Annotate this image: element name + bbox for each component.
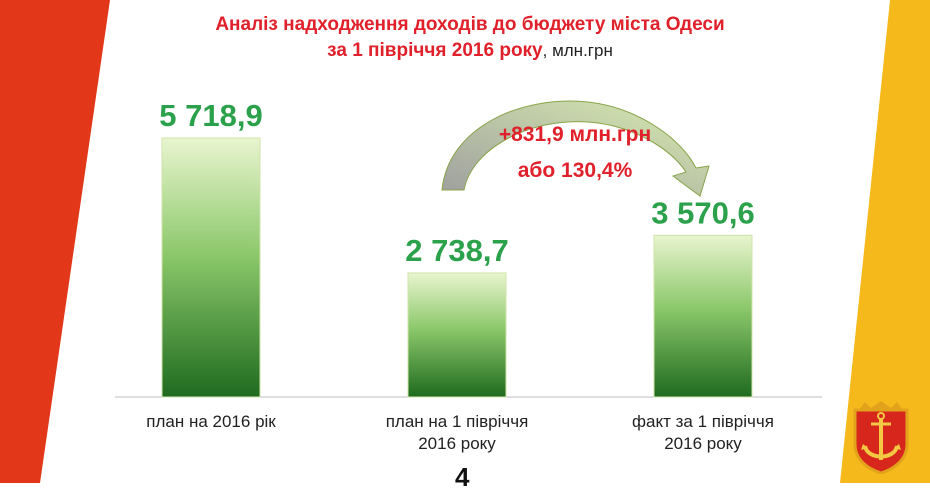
annotation-line-2: або 130,4%: [518, 159, 633, 182]
bar-3: [653, 234, 753, 398]
category-label-2-line-2: 2016 року: [418, 434, 496, 453]
value-label-2: 2 738,7: [405, 233, 508, 268]
category-label-1-line-1: план на 2016 рік: [146, 412, 276, 431]
value-label-1: 5 718,9: [159, 98, 262, 133]
category-label-3-line-2: 2016 року: [664, 434, 742, 453]
growth-arrow-icon: [441, 100, 710, 197]
annotation-line-1: +831,9 млн.грн: [499, 123, 651, 146]
bar-chart: 5 718,9 2 738,7 3 570,6 план на 2016 рік пл…: [115, 98, 822, 453]
title-period: за 1 півріччя 2016 року: [327, 40, 543, 61]
bar-1: [161, 137, 261, 398]
page-number: 4: [455, 462, 470, 492]
odessa-coat-of-arms-icon: [853, 401, 909, 474]
category-label-2-line-1: план на 1 півріччя: [386, 412, 529, 431]
bar-2: [407, 272, 507, 398]
chart-title: Аналіз надходження доходів до бюджету мі…: [120, 12, 820, 64]
title-unit: , млн.грн: [542, 41, 613, 60]
category-label-3-line-1: факт за 1 півріччя: [632, 412, 774, 431]
title-line-2: за 1 півріччя 2016 року, млн.грн: [120, 38, 820, 64]
value-label-3: 3 570,6: [651, 195, 754, 230]
title-line-1: Аналіз надходження доходів до бюджету мі…: [215, 14, 725, 35]
